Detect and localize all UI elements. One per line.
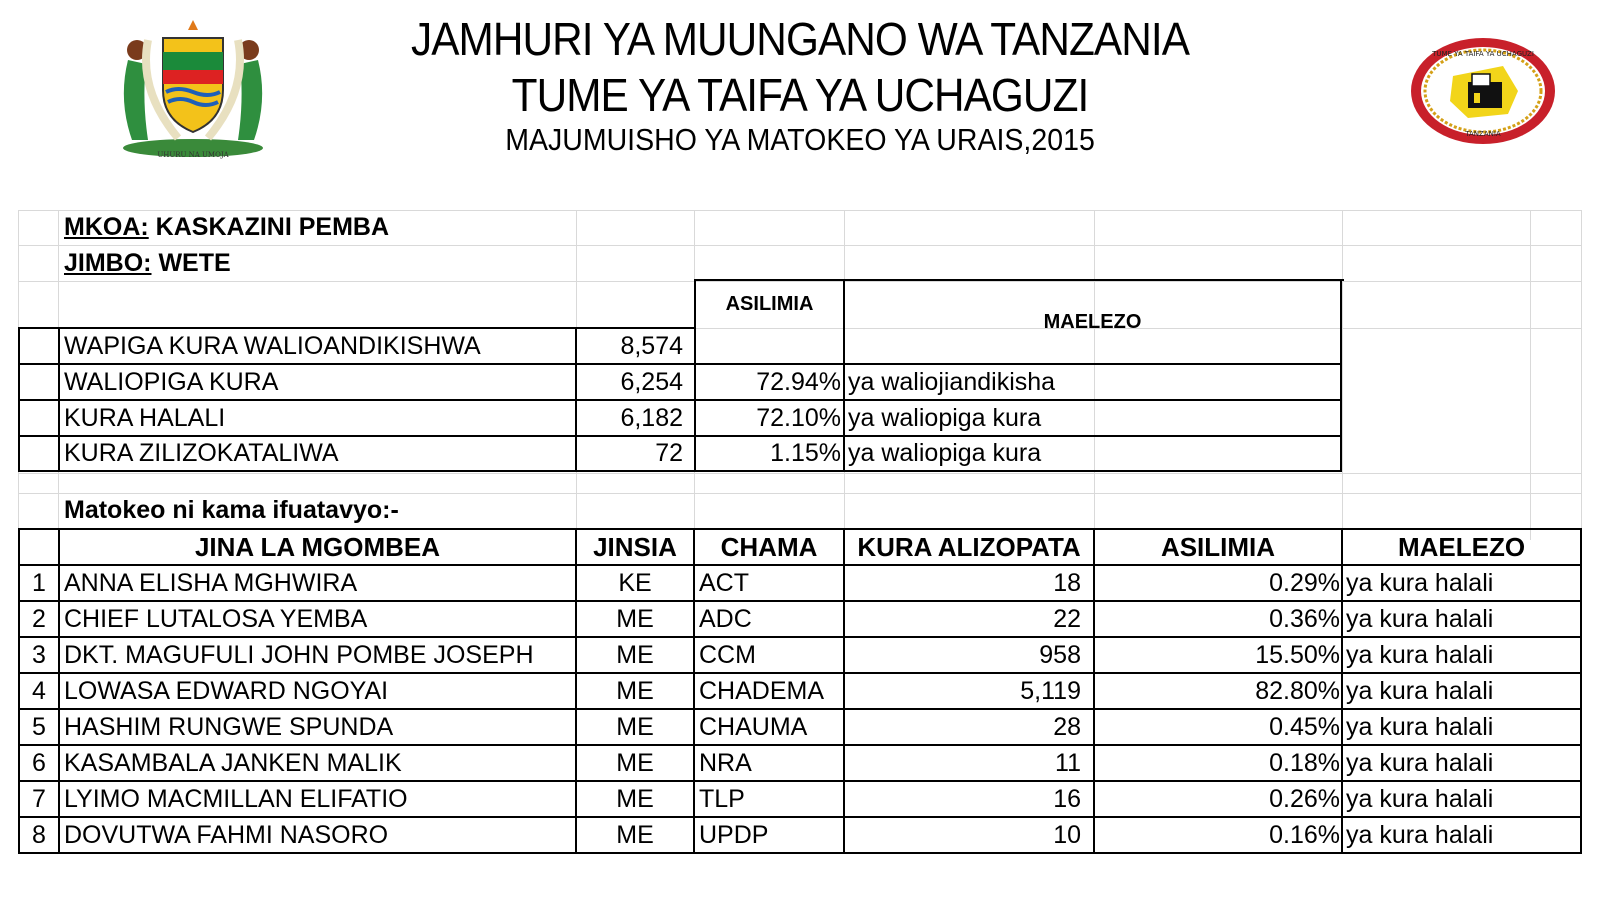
candidate-gender: ME [616,712,654,741]
candidate-votes: 16 [1053,784,1081,813]
candidate-party: ACT [699,568,749,597]
candidate-party: TLP [699,784,745,813]
summary-value: 6,254 [620,367,683,396]
candidate-name: DOVUTWA FAHMI NASORO [64,820,389,849]
commission-seal-logo: TUME YA TAIFA YA UCHAGUZI TANZANIA [1411,38,1555,144]
candidate-name: CHIEF LUTALOSA YEMBA [64,604,368,633]
candidate-gender: ME [616,784,654,813]
row-number: 1 [32,568,46,597]
summary-remark: ya waliopiga kura [848,439,1042,467]
summary-value: 8,574 [620,331,683,360]
row-number: 3 [32,640,46,669]
candidate-party: UPDP [699,820,769,849]
summary-label: KURA HALALI [64,403,226,432]
candidate-votes: 5,119 [1020,676,1081,705]
results-intro: Matokeo ni kama ifuatavyo:- [64,496,399,524]
header-percent: ASILIMIA [1160,531,1276,562]
summary-remarks-header: MAELEZO [1043,310,1142,333]
candidate-votes: 18 [1053,568,1081,597]
row-number: 8 [32,820,46,849]
candidate-gender: ME [616,748,654,777]
candidate-remark: ya kura halali [1346,784,1494,813]
candidate-percent: 0.16% [1269,820,1340,849]
candidate-party: CHADEMA [699,676,825,705]
candidate-gender: ME [616,820,654,849]
country-title: JAMHURI YA MUUNGANO WA TANZANIA [410,13,1190,65]
summary-label: WAPIGA KURA WALIOANDIKISHWA [64,331,481,360]
region-line: MKOA: KASKAZINI PEMBA [64,210,574,245]
candidate-gender: ME [616,676,654,705]
candidate-votes: 10 [1053,820,1081,849]
coat-of-arms-logo: UHURU NA UMOJA [123,20,263,159]
row-number: 6 [32,748,46,777]
constituency-label: JIMBO: [64,248,152,277]
constituency-line: JIMBO: WETE [64,245,574,281]
candidate-percent: 15.50% [1255,640,1340,669]
summary-percent: 72.94% [756,367,841,396]
candidate-remark: ya kura halali [1346,568,1494,597]
candidate-percent: 0.36% [1269,604,1340,633]
results-spreadsheet: MKOA: KASKAZINI PEMBA JIMBO: WETE ASILIM… [18,210,1582,896]
candidate-remark: ya kura halali [1346,604,1494,633]
candidate-name: HASHIM RUNGWE SPUNDA [64,712,394,741]
candidate-remark: ya kura halali [1346,676,1494,705]
candidate-remark: ya kura halali [1346,820,1494,849]
candidate-percent: 0.45% [1269,712,1340,741]
commission-title: TUME YA TAIFA YA UCHAGUZI [511,69,1090,121]
row-number: 5 [32,712,46,741]
candidate-name: DKT. MAGUFULI JOHN POMBE JOSEPH [64,640,534,669]
candidate-gender: ME [616,640,654,669]
summary-percent: 72.10% [756,403,841,432]
candidate-votes: 958 [1039,640,1081,669]
report-title: MAJUMUISHO YA MATOKEO YA URAIS,2015 [505,122,1095,157]
svg-text:TUME YA TAIFA YA UCHAGUZI: TUME YA TAIFA YA UCHAGUZI [1431,50,1534,58]
region-value: KASKAZINI PEMBA [155,213,390,241]
candidate-votes: 22 [1053,604,1081,633]
row-number: 2 [32,604,46,633]
constituency-value: WETE [158,248,231,277]
candidate-name: LOWASA EDWARD NGOYAI [64,676,389,705]
region-label: MKOA: [64,213,149,241]
candidate-gender: KE [618,568,652,597]
summary-value: 72 [655,439,683,467]
candidate-percent: 0.29% [1269,568,1340,597]
candidate-name: ANNA ELISHA MGHWIRA [64,568,358,597]
candidate-votes: 11 [1055,748,1081,777]
summary-percent [696,329,838,363]
candidate-votes: 28 [1053,712,1081,741]
summary-label: KURA ZILIZOKATALIWA [64,439,339,467]
candidate-party: CHAUMA [699,712,808,741]
header-gender: JINSIA [593,531,677,562]
candidate-party: CCM [699,640,756,669]
candidate-gender: ME [616,604,654,633]
row-number: 7 [32,784,46,813]
candidate-party: ADC [699,604,752,633]
summary-value: 6,182 [620,403,683,432]
row-number: 4 [32,676,46,705]
summary-remark: ya waliopiga kura [848,403,1042,432]
summary-label: WALIOPIGA KURA [64,367,279,396]
header-name: JINA LA MGOMBEA [194,531,441,562]
header-remarks: MAELEZO [1397,531,1526,562]
candidate-remark: ya kura halali [1346,712,1494,741]
candidate-remark: ya kura halali [1346,748,1494,777]
summary-percent-header: ASILIMIA [725,292,814,315]
candidate-percent: 0.18% [1269,748,1340,777]
candidate-remark: ya kura halali [1346,640,1494,669]
document-header: UHURU NA UMOJA JAMHURI YA MUUNGANO WA TA… [0,0,1600,200]
candidate-party: NRA [699,748,752,777]
svg-text:TANZANIA: TANZANIA [1464,130,1501,138]
header-votes: KURA ALIZOPATA [857,531,1081,562]
candidate-name: KASAMBALA JANKEN MALIK [64,748,402,777]
svg-text:UHURU NA UMOJA: UHURU NA UMOJA [157,151,229,159]
candidate-percent: 0.26% [1269,784,1340,813]
summary-remark: ya waliojiandikisha [848,367,1056,396]
candidate-percent: 82.80% [1255,676,1340,705]
header-party: CHAMA [720,531,818,562]
summary-percent: 1.15% [770,439,841,467]
candidate-name: LYIMO MACMILLAN ELIFATIO [64,784,408,813]
